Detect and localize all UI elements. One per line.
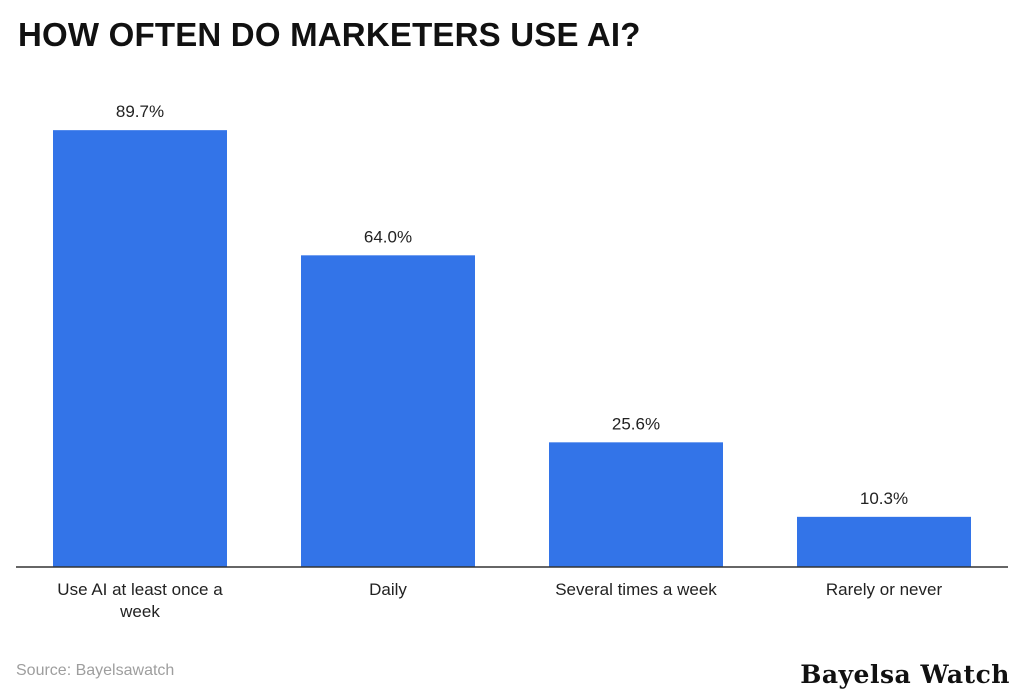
category-label-line: week bbox=[119, 602, 160, 621]
category-label-line: Rarely or never bbox=[826, 580, 943, 599]
bar bbox=[301, 255, 475, 567]
data-label: 89.7% bbox=[116, 102, 164, 121]
bar bbox=[53, 130, 227, 567]
category-label: Rarely or never bbox=[826, 580, 943, 599]
category-label: Several times a week bbox=[555, 580, 717, 599]
brand-logo: Bayelsa Watch bbox=[800, 660, 1010, 689]
category-label: Use AI at least once a week bbox=[57, 580, 223, 621]
data-label: 10.3% bbox=[860, 489, 908, 508]
category-label-line: Daily bbox=[369, 580, 407, 599]
data-label: 64.0% bbox=[364, 227, 412, 246]
data-label: 25.6% bbox=[612, 414, 660, 433]
category-label: Daily bbox=[369, 580, 407, 599]
category-label-line: Several times a week bbox=[555, 580, 717, 599]
bar bbox=[797, 516, 971, 567]
category-label-line: Use AI at least once a bbox=[57, 580, 223, 599]
bar bbox=[549, 442, 723, 567]
source-note: Source: Bayelsawatch bbox=[16, 662, 175, 679]
chart-title: HOW OFTEN DO MARKETERS USE AI? bbox=[18, 16, 641, 53]
